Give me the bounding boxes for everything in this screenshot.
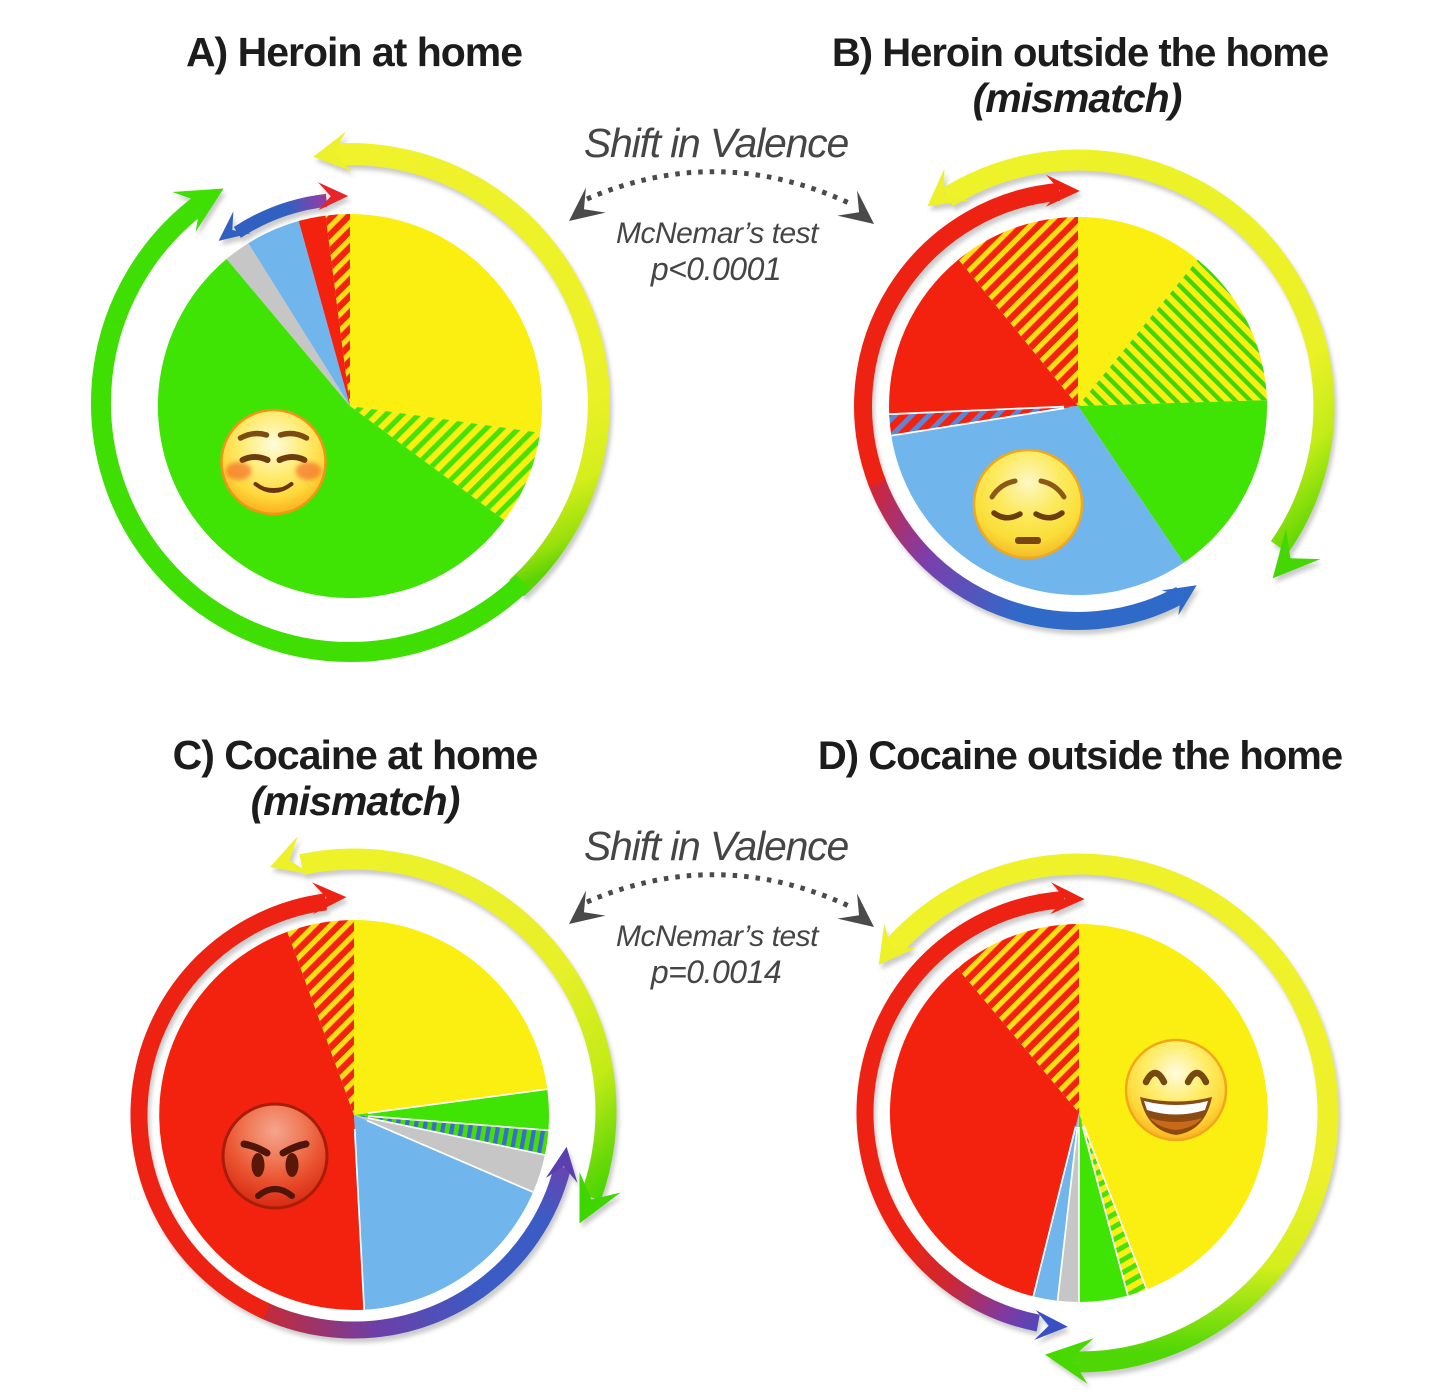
svg-text:D) Cocaine outside the home: D) Cocaine outside the home [818, 734, 1342, 778]
svg-text:p<0.0001: p<0.0001 [650, 251, 781, 287]
svg-text:C) Cocaine at home: C) Cocaine at home [173, 732, 538, 778]
svg-text:McNemar’s test: McNemar’s test [616, 217, 820, 250]
svg-text:B) Heroin outside the home: B) Heroin outside the home [832, 31, 1328, 75]
svg-text:A) Heroin at home: A) Heroin at home [186, 29, 522, 75]
svg-text:(mismatch): (mismatch) [251, 778, 460, 824]
svg-text:(mismatch): (mismatch) [973, 75, 1182, 121]
svg-text:p=0.0014: p=0.0014 [650, 954, 781, 990]
svg-text:McNemar’s test: McNemar’s test [616, 920, 820, 953]
svg-text:Shift in Valence: Shift in Valence [584, 120, 849, 166]
svg-text:Shift in Valence: Shift in Valence [584, 823, 849, 869]
